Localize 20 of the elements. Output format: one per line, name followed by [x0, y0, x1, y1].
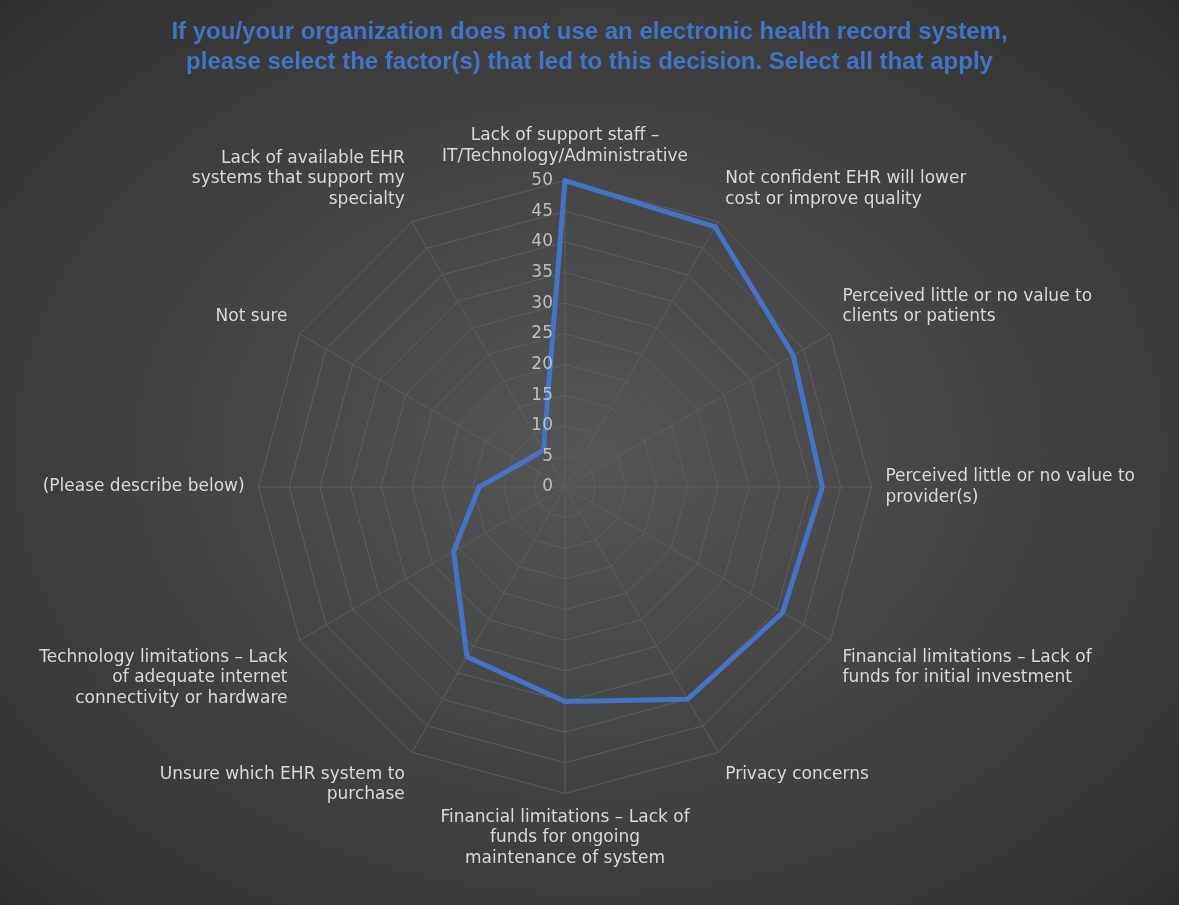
spoke-label: Technology limitations – Lack of adequate internet connectivity or hardware: [38, 645, 288, 707]
y-tick-label: 30: [531, 291, 553, 312]
spoke-label: Perceived little or no value to provider(s): [885, 465, 1135, 506]
spoke-label: Lack of support staff – IT/Technology/Administrative: [442, 124, 688, 165]
y-tick-label: 5: [542, 444, 553, 465]
spoke-label: Lack of available EHR systems that support my specialty: [191, 146, 405, 208]
spoke-label: Financial limitations – Lack of funds for initial investment: [842, 645, 1093, 687]
spoke-label: Perceived little or no value to clients or patients: [842, 284, 1093, 326]
y-tick-label: 45: [531, 199, 553, 220]
spoke-label: Not sure: [215, 305, 288, 326]
spoke-label: Financial limitations – Lack of funds for ongoing maintenance of system: [440, 806, 691, 867]
spoke-label: (Please describe below): [42, 475, 245, 496]
y-tick-label: 50: [531, 169, 553, 190]
spoke-label: Privacy concerns: [725, 763, 869, 784]
y-tick-label: 35: [531, 260, 553, 281]
spoke-label: Not confident EHR will lower cost or improve quality: [725, 167, 967, 208]
spoke-label: Unsure which EHR system to purchase: [159, 763, 405, 804]
y-tick-label: 0: [542, 475, 553, 496]
y-tick-label: 40: [531, 230, 553, 251]
chart-title: If you/your organization does not use an electronic health record system, please select the factor(s) that led to this decision. Select all that apply: [170, 16, 1009, 76]
